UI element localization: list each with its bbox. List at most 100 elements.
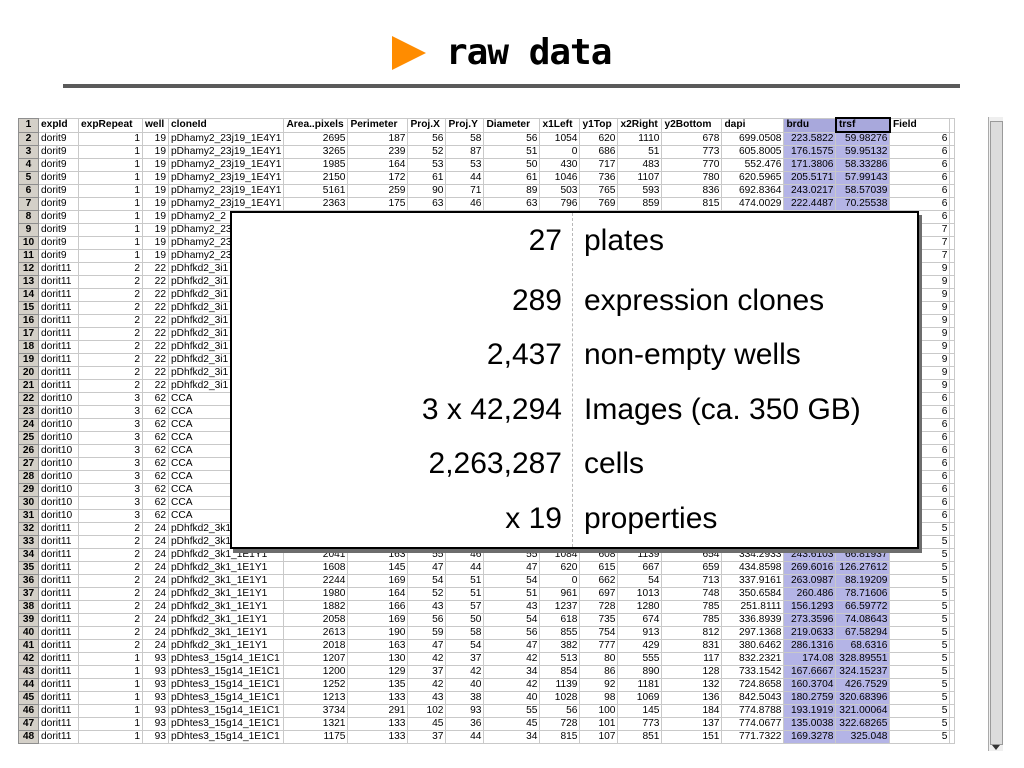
table-cell[interactable]: 151 (661, 730, 723, 744)
table-cell[interactable]: dorit11 (38, 730, 79, 744)
table-cell[interactable]: dorit9 (38, 184, 79, 198)
table-cell[interactable]: 6 (889, 184, 951, 198)
table-cell[interactable]: 831 (661, 639, 723, 653)
table-cell[interactable]: dorit11 (38, 327, 79, 341)
table-cell[interactable]: pDhamy2_23j19_1E4Y1 (167, 197, 285, 211)
table-cell[interactable]: pDhamy2_23j19_1E4Y1 (167, 145, 285, 159)
table-cell[interactable]: 34 (483, 730, 541, 744)
table-cell[interactable]: pDhtes3_15g14_1E1C1 (167, 730, 285, 744)
row-number[interactable]: 10 (18, 236, 39, 250)
table-cell[interactable]: 2041 (283, 548, 349, 562)
table-cell[interactable]: 22 (142, 379, 169, 393)
table-cell[interactable]: 45 (407, 717, 447, 731)
table-cell[interactable]: 62 (142, 418, 169, 432)
table-cell[interactable]: 3 (78, 457, 143, 471)
table-cell[interactable]: 205.5171 (783, 171, 837, 185)
table-cell[interactable]: pDhfkd2_3k1_1E1Y1 (167, 574, 285, 588)
table-cell[interactable]: dorit10 (38, 392, 79, 406)
table-cell[interactable]: 2018 (283, 639, 349, 653)
table-cell[interactable]: 336.8939 (721, 613, 785, 627)
table-cell[interactable]: dorit11 (38, 600, 79, 614)
table-cell[interactable]: 176.1575 (783, 145, 837, 159)
table-cell[interactable]: dorit11 (38, 314, 79, 328)
table-cell[interactable]: 2 (78, 353, 143, 367)
table-cell[interactable]: pDhfkd2_3k1_1E1Y1 (167, 639, 285, 653)
table-cell[interactable]: 169.3278 (783, 730, 837, 744)
table-cell[interactable]: 57.99143 (835, 171, 891, 185)
table-cell[interactable]: pDhfkd2_3k1_1E1Y1 (167, 600, 285, 614)
table-cell[interactable]: 24 (142, 600, 169, 614)
table-cell[interactable]: dorit11 (38, 275, 79, 289)
table-cell[interactable]: 429 (617, 639, 663, 653)
table-cell[interactable]: pDhtes3_15g14_1E1C1 (167, 678, 285, 692)
table-cell[interactable]: 3 (78, 431, 143, 445)
table-cell[interactable]: 736 (579, 171, 619, 185)
table-cell[interactable]: pDhtes3_15g14_1E1C1 (167, 665, 285, 679)
column-header[interactable]: Diameter (483, 117, 541, 133)
table-cell[interactable]: 243.6103 (783, 548, 837, 562)
table-cell[interactable]: 70.25538 (835, 197, 891, 211)
table-cell[interactable]: pDhtes3_15g14_1E1C1 (167, 691, 285, 705)
table-cell[interactable]: 53 (407, 158, 447, 172)
table-cell[interactable]: 1 (78, 223, 143, 237)
table-cell[interactable]: 24 (142, 535, 169, 549)
table-cell[interactable]: 770 (661, 158, 723, 172)
table-cell[interactable]: 1013 (617, 587, 663, 601)
table-cell[interactable]: dorit11 (38, 522, 79, 536)
column-header[interactable]: Area..pixels (283, 117, 349, 133)
table-cell[interactable]: 3 (78, 483, 143, 497)
empty-cell[interactable] (949, 704, 956, 718)
row-number[interactable]: 5 (18, 171, 39, 185)
table-cell[interactable]: 46 (445, 197, 485, 211)
table-cell[interactable]: 169 (347, 574, 409, 588)
table-cell[interactable]: 61 (407, 171, 447, 185)
table-cell[interactable]: 40 (445, 678, 485, 692)
table-cell[interactable]: 2 (78, 639, 143, 653)
row-number[interactable]: 24 (18, 418, 39, 432)
table-cell[interactable]: 6 (889, 145, 951, 159)
table-cell[interactable]: 2 (78, 314, 143, 328)
column-header[interactable]: Perimeter (347, 117, 409, 133)
table-cell[interactable]: 117 (661, 652, 723, 666)
table-cell[interactable]: 51 (445, 574, 485, 588)
table-cell[interactable]: pDhamy2_23j19_1E4Y1 (167, 131, 285, 146)
row-number[interactable]: 2 (18, 131, 39, 146)
table-cell[interactable]: 699.0508 (721, 131, 785, 146)
table-cell[interactable]: 291 (347, 704, 409, 718)
table-cell[interactable]: 243.0217 (783, 184, 837, 198)
table-cell[interactable]: 107 (579, 730, 619, 744)
table-cell[interactable]: 728 (539, 717, 581, 731)
table-cell[interactable]: pDhamy2_23j19_1E4Y1 (167, 158, 285, 172)
table-cell[interactable]: dorit10 (38, 457, 79, 471)
row-number[interactable]: 16 (18, 314, 39, 328)
table-cell[interactable]: 145 (617, 704, 663, 718)
row-number[interactable]: 19 (18, 353, 39, 367)
table-cell[interactable]: 320.68396 (835, 691, 891, 705)
empty-cell[interactable] (949, 678, 956, 692)
table-cell[interactable]: dorit11 (38, 535, 79, 549)
table-cell[interactable]: 47 (407, 639, 447, 653)
table-cell[interactable]: 618 (539, 613, 581, 627)
table-cell[interactable]: 22 (142, 288, 169, 302)
table-cell[interactable]: 66.81937 (835, 548, 891, 562)
table-cell[interactable]: 674 (617, 613, 663, 627)
table-cell[interactable]: 2 (78, 613, 143, 627)
table-cell[interactable]: 5 (889, 665, 951, 679)
table-cell[interactable]: 46 (445, 548, 485, 562)
row-number[interactable]: 20 (18, 366, 39, 380)
table-cell[interactable]: 160.3704 (783, 678, 837, 692)
table-cell[interactable]: 172 (347, 171, 409, 185)
table-cell[interactable]: 1252 (283, 678, 349, 692)
table-cell[interactable]: 2244 (283, 574, 349, 588)
table-cell[interactable]: 24 (142, 574, 169, 588)
table-cell[interactable]: 5 (889, 639, 951, 653)
table-cell[interactable]: 59 (407, 626, 447, 640)
table-cell[interactable]: 654 (661, 548, 723, 562)
table-cell[interactable]: 56 (407, 613, 447, 627)
table-cell[interactable]: dorit11 (38, 262, 79, 276)
table-cell[interactable]: 56 (539, 704, 581, 718)
empty-cell[interactable] (949, 392, 956, 406)
table-cell[interactable]: 774.8788 (721, 704, 785, 718)
row-number[interactable]: 48 (18, 730, 39, 744)
table-cell[interactable]: 44 (445, 561, 485, 575)
